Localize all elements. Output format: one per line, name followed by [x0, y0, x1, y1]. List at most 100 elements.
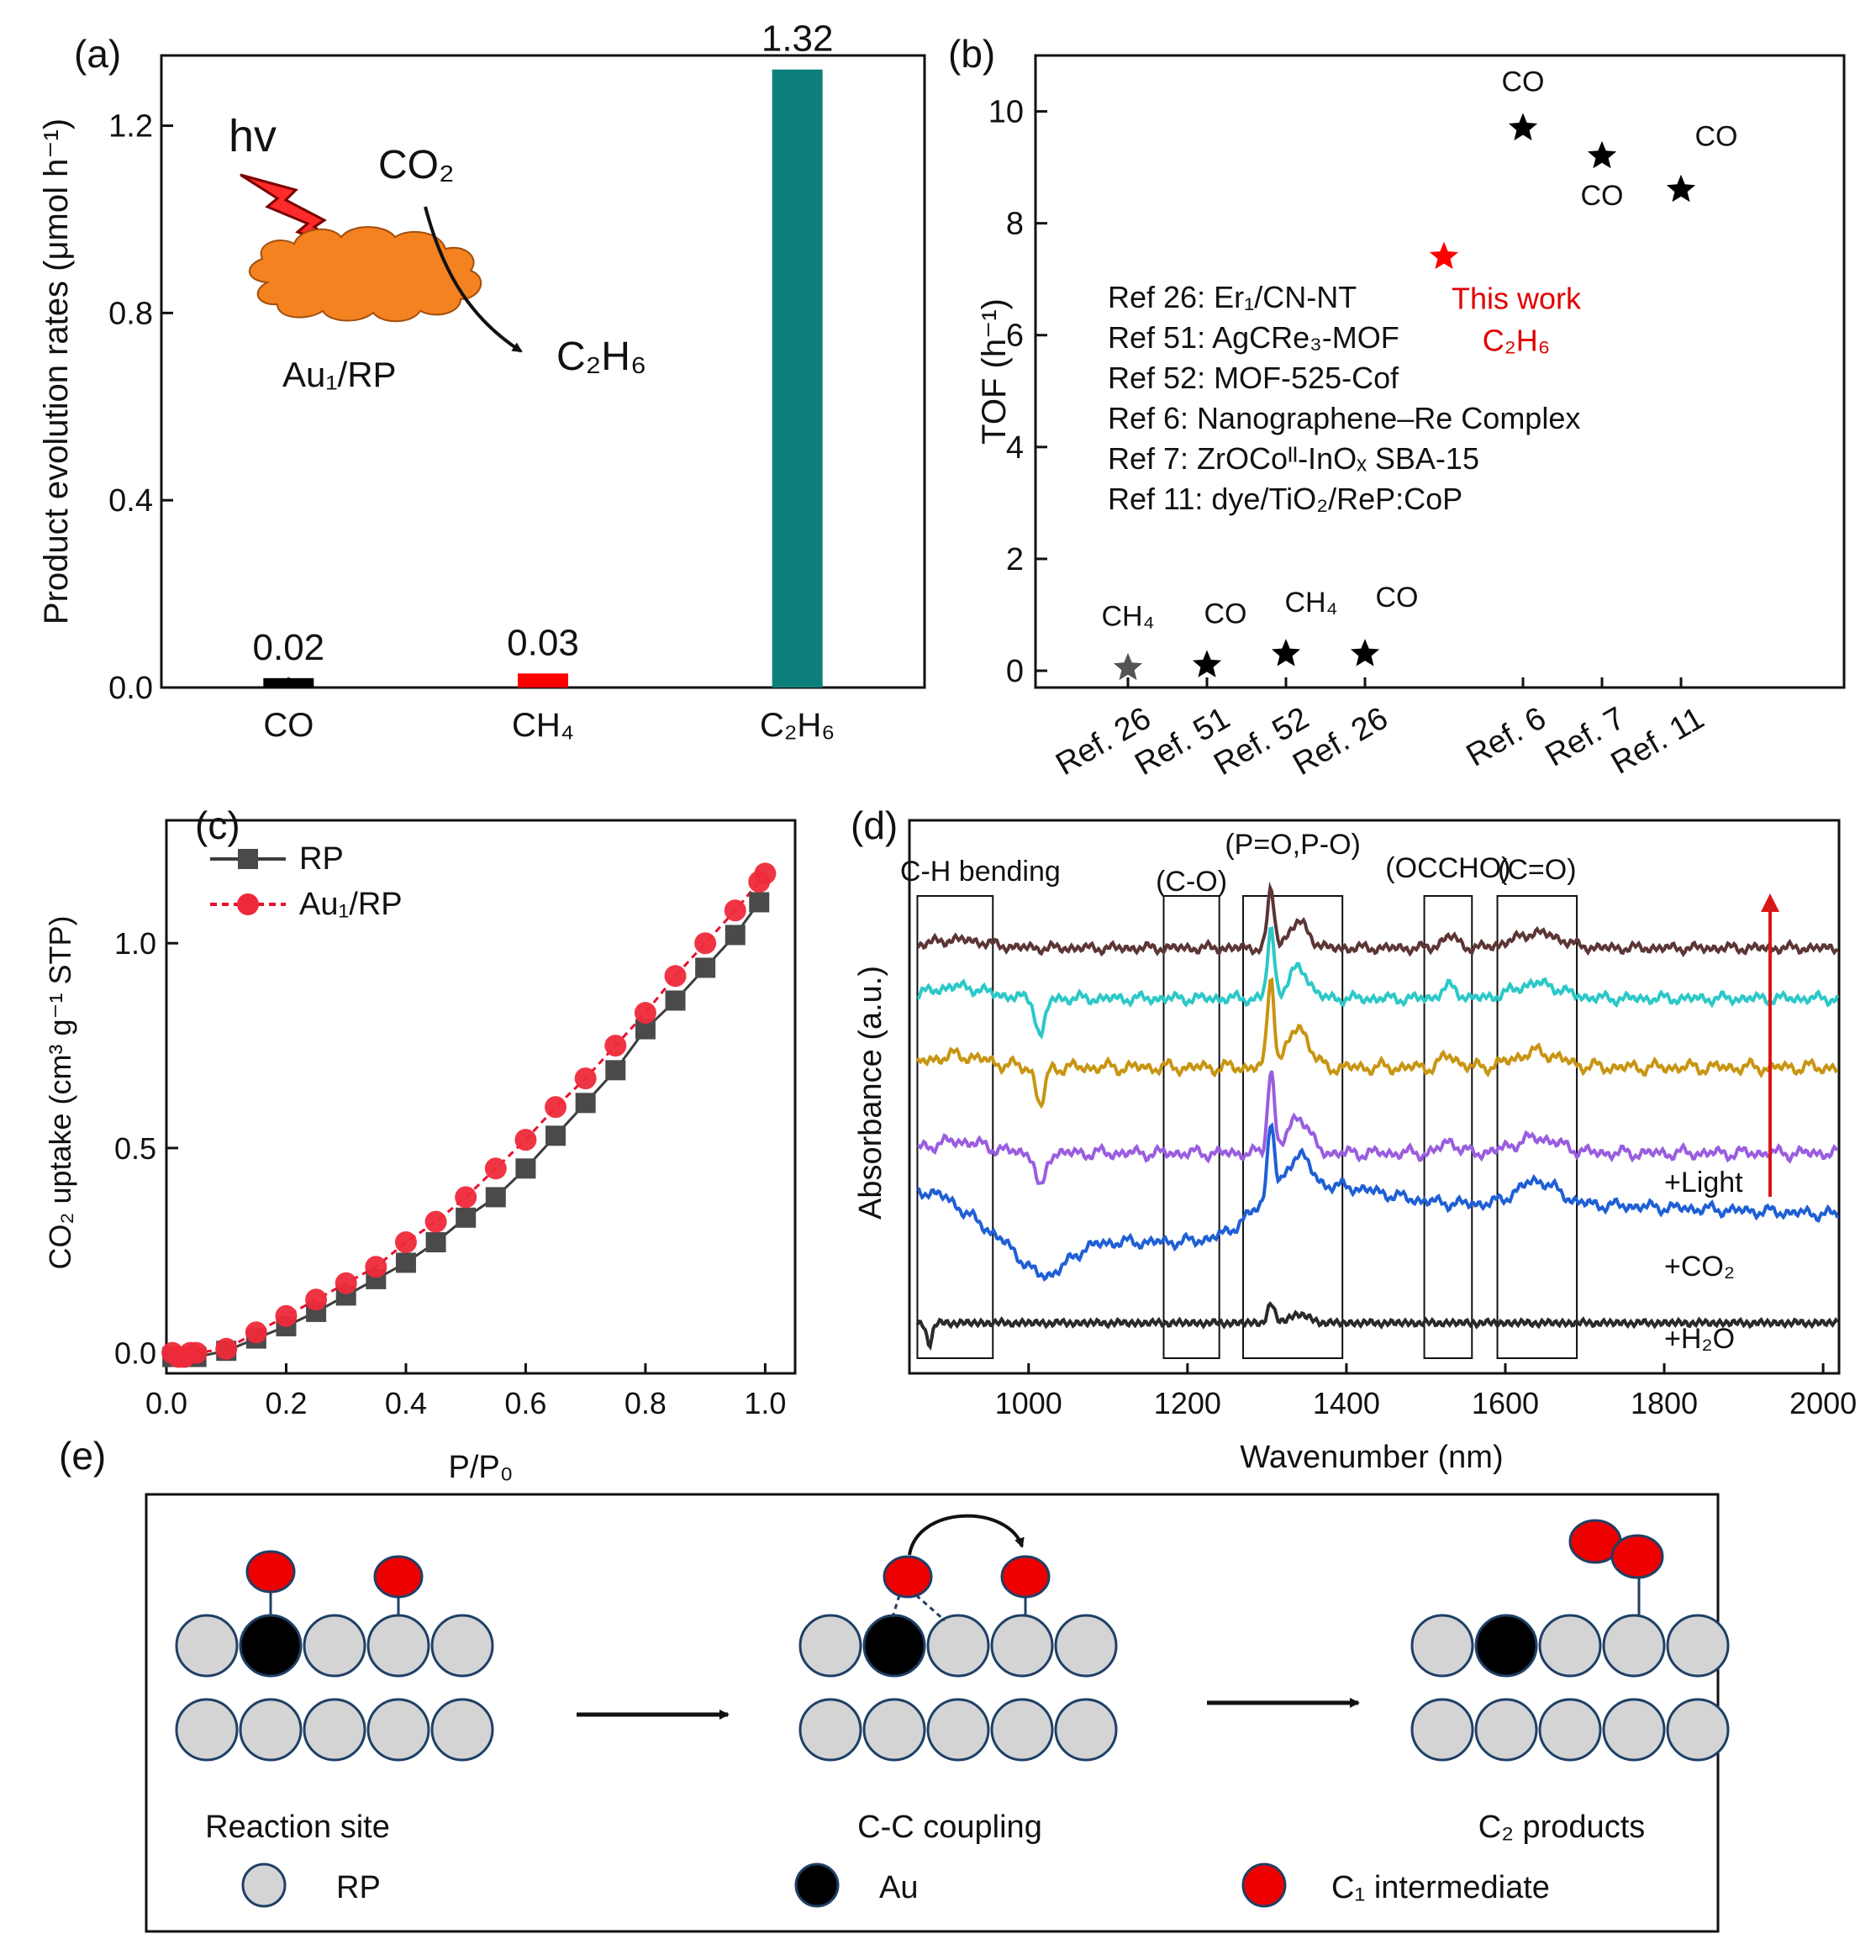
data-point — [305, 1288, 328, 1311]
au-atom — [1474, 1614, 1538, 1678]
x-tick-label: 2000 — [1789, 1386, 1857, 1420]
x-tick-label: 0.4 — [385, 1386, 427, 1420]
catalyst-cloud-icon — [248, 226, 482, 323]
panel-e: Reaction site C-C coupling C₂ products R… — [145, 1493, 1730, 1933]
c1-intermediate — [245, 1550, 296, 1594]
data-point — [515, 1158, 536, 1179]
region-box-label: (P=O,P-O) — [1225, 829, 1361, 861]
y-tick-label: 10 — [988, 95, 1024, 130]
panel-label-c: (c) — [195, 803, 240, 847]
spectrum-line — [916, 881, 1839, 958]
bar-value-label: 0.02 — [253, 627, 325, 668]
rp-atom — [798, 1698, 862, 1762]
panel-c-frame — [165, 819, 797, 1375]
point-label: CH₄ — [1102, 601, 1155, 633]
legend-au-label: Au — [879, 1870, 918, 1905]
legend-text-ref7: Ref 7: ZrOCoᴵᴵ-InOₓ SBA-15 — [1108, 441, 1479, 476]
spectrum-line — [915, 977, 1839, 1109]
c1-intermediate — [883, 1555, 933, 1599]
rp-atom — [1410, 1614, 1474, 1678]
x-tick-label: 0.8 — [624, 1386, 667, 1420]
rp-atom — [1538, 1614, 1602, 1678]
data-point — [424, 1210, 447, 1233]
y-tick-label: 0 — [1006, 654, 1024, 689]
legend-c1-icon — [1241, 1863, 1287, 1908]
c1-intermediate — [373, 1555, 424, 1599]
rp-atom — [990, 1698, 1054, 1762]
y-tick-label: 0.8 — [108, 296, 153, 331]
region-box-label: (C-O) — [1156, 866, 1227, 898]
panel-c-x-axis: 0.0 0.2 0.4 0.6 0.8 1.0 — [145, 1363, 786, 1420]
bar-value-label: 0.03 — [507, 622, 579, 663]
legend-text-ref26: Ref 26: Er₁/CN-NT — [1108, 280, 1357, 314]
legend-text-ref11: Ref 11: dye/TiO₂/ReP:CoP — [1108, 482, 1462, 516]
star-point — [1429, 241, 1459, 270]
data-point — [575, 1093, 596, 1114]
x-tick-label: 1200 — [1154, 1386, 1221, 1420]
region-box — [1496, 895, 1578, 1359]
region-box — [916, 895, 994, 1359]
star-point — [1113, 652, 1143, 681]
data-point — [695, 957, 716, 978]
region-box — [1242, 895, 1344, 1359]
point-label: CH₄ — [1285, 587, 1338, 619]
rp-atom — [798, 1614, 862, 1678]
y-tick-label: 1.2 — [108, 109, 153, 145]
rp-atom — [303, 1698, 366, 1762]
rp-atom — [862, 1698, 926, 1762]
star-point — [1350, 639, 1380, 667]
x-tick-label: C₂H₆ — [760, 707, 835, 744]
legend-c1-label: C₁ intermediate — [1331, 1870, 1550, 1905]
panel-b-points: CH₄ CO CH₄ CO This work C₂H₆ CO CO CO — [1102, 66, 1738, 681]
rp-atom — [430, 1698, 494, 1762]
x-tick-label: Ref. 11 — [1605, 700, 1710, 781]
data-point — [275, 1304, 298, 1327]
panel-b-y-axis: 0 2 4 6 8 10 — [988, 95, 1047, 689]
rp-atom — [990, 1614, 1054, 1678]
panel-d-frame — [908, 819, 1841, 1375]
data-point — [484, 1157, 507, 1180]
rp-atom — [1602, 1698, 1666, 1762]
panel-label-d: (d) — [851, 803, 898, 847]
spectrum-line — [917, 926, 1839, 1040]
data-point — [545, 1096, 567, 1119]
data-point — [605, 1060, 626, 1081]
rp-atom — [175, 1614, 239, 1678]
y-tick-label: 0.4 — [108, 483, 153, 519]
panel-a-x-axis: CO CH₄ C₂H₆ — [263, 677, 835, 744]
data-point — [456, 1207, 477, 1228]
rp-atom — [926, 1698, 990, 1762]
x-tick-label: CH₄ — [512, 707, 574, 744]
migration-arrow — [908, 1514, 1025, 1556]
panel-d-xlabel: Wavenumber (nm) — [1240, 1440, 1503, 1475]
panel-a-ylabel: Product evolution rates (μmol h⁻¹) — [38, 119, 75, 624]
data-point — [665, 990, 686, 1011]
panel-d-ylabel: Absorbance (a.u.) — [853, 966, 888, 1220]
x-tick-label: 1600 — [1472, 1386, 1539, 1420]
bar — [263, 677, 314, 688]
panel-d-series — [915, 881, 1839, 1351]
rp-atom — [239, 1698, 303, 1762]
rp-atom — [366, 1698, 430, 1762]
data-point — [664, 965, 687, 988]
y-tick-label: 1.0 — [114, 926, 156, 961]
x-tick-label: Ref. 6 — [1461, 700, 1552, 773]
panel-c-xlabel: P/P₀ — [448, 1450, 513, 1485]
data-point — [574, 1067, 597, 1090]
panel-b-frame — [1034, 54, 1846, 689]
inset-light-label: hv — [229, 111, 277, 161]
data-point — [245, 1321, 267, 1344]
data-point — [185, 1341, 208, 1364]
data-point — [545, 1125, 566, 1146]
curve-label-co2: +CO₂ — [1664, 1251, 1735, 1283]
au-atom — [239, 1614, 303, 1678]
bar-value-label: 1.32 — [761, 18, 834, 60]
x-tick-label: 0.2 — [265, 1386, 307, 1420]
rp-atom — [1474, 1698, 1538, 1762]
y-tick-label: 6 — [1006, 319, 1024, 354]
x-tick-label: 1000 — [995, 1386, 1062, 1420]
c1-intermediate — [1000, 1555, 1051, 1599]
data-point — [724, 899, 746, 922]
